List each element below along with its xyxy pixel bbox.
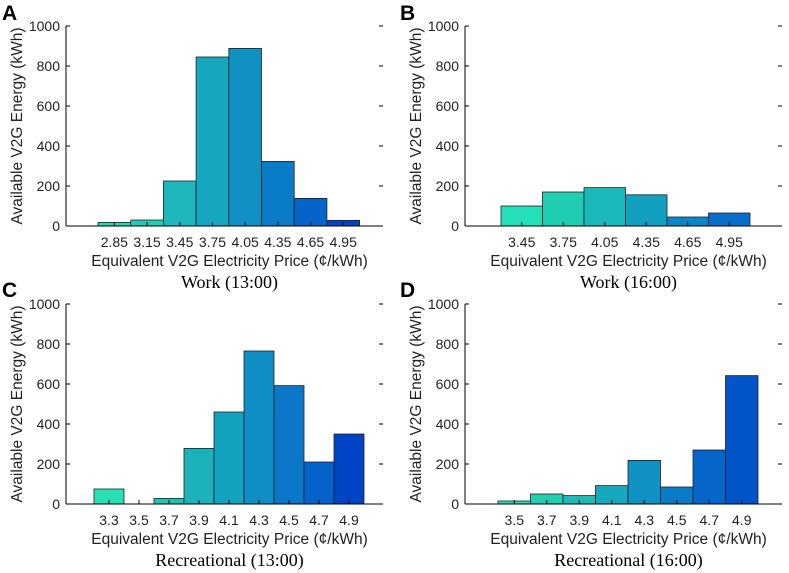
bar-a-6: [293, 197, 328, 227]
x-tick-label-b-4: 4.65: [674, 234, 701, 250]
bar-b-3: [625, 194, 668, 227]
x-tick-label-a-3: 3.75: [199, 234, 226, 250]
panel-label-a: A: [2, 2, 17, 25]
x-tick-label-a-6: 4.65: [297, 234, 324, 250]
bar-b-1: [542, 191, 585, 227]
y-axis-label-b: Available V2G Energy (kWh): [408, 28, 425, 225]
y-tick-label-b-4: 800: [436, 58, 460, 74]
panel-label-b: B: [400, 2, 415, 25]
subplot-title-b: Work (16:00): [580, 272, 677, 293]
y-tick-label-a-0: 0: [52, 218, 60, 234]
subplot-title-a: Work (13:00): [181, 272, 278, 293]
x-tick-label-d-4: 4.3: [635, 512, 655, 528]
bar-c-3: [183, 447, 215, 505]
bar-b-2: [583, 187, 626, 227]
x-tick-label-b-0: 3.45: [508, 234, 535, 250]
y-tick-label-c-4: 800: [37, 336, 61, 352]
x-tick-label-a-0: 2.85: [101, 234, 128, 250]
x-tick-label-a-5: 4.35: [264, 234, 291, 250]
y-tick-label-b-5: 1000: [428, 18, 459, 34]
y-tick-label-a-3: 600: [37, 98, 61, 114]
x-axis-label-c: Equivalent V2G Electricity Price (¢/kWh): [91, 531, 368, 548]
y-tick-label-b-0: 0: [451, 218, 459, 234]
bar-a-3: [195, 56, 230, 227]
x-tick-label-b-3: 4.35: [633, 234, 660, 250]
x-axis-label-d: Equivalent V2G Electricity Price (¢/kWh): [490, 531, 767, 548]
x-axis-label-a: Equivalent V2G Electricity Price (¢/kWh): [91, 253, 368, 270]
y-tick-label-d-0: 0: [451, 496, 459, 512]
y-tick-label-c-1: 200: [37, 456, 61, 472]
x-tick-label-b-5: 4.95: [716, 234, 743, 250]
y-tick-label-c-5: 1000: [29, 296, 60, 312]
y-tick-label-c-3: 600: [37, 376, 61, 392]
x-tick-label-c-6: 4.5: [279, 512, 299, 528]
y-tick-label-a-4: 800: [37, 58, 61, 74]
bar-a-5: [261, 160, 295, 227]
y-tick-label-d-4: 800: [436, 336, 460, 352]
x-tick-label-b-2: 4.05: [591, 234, 618, 250]
bar-d-4: [627, 459, 661, 505]
x-tick-label-b-1: 3.75: [550, 234, 577, 250]
bar-d-6: [692, 449, 726, 505]
x-tick-label-c-2: 3.7: [159, 512, 179, 528]
bar-c-4: [213, 411, 245, 505]
bar-a-4: [228, 48, 262, 227]
x-tick-label-d-1: 3.7: [537, 512, 557, 528]
x-tick-label-d-6: 4.7: [700, 512, 720, 528]
y-tick-label-c-0: 0: [52, 496, 60, 512]
panel-label-d: D: [400, 279, 415, 302]
y-tick-label-d-2: 400: [436, 416, 460, 432]
bar-d-7: [725, 375, 759, 505]
x-tick-label-d-0: 3.5: [505, 512, 525, 528]
y-tick-label-b-2: 400: [436, 138, 460, 154]
x-tick-label-c-7: 4.7: [309, 512, 329, 528]
x-tick-label-d-3: 4.1: [602, 512, 622, 528]
y-tick-label-c-2: 400: [37, 416, 61, 432]
y-tick-label-a-1: 200: [37, 178, 61, 194]
y-axis-label-a: Available V2G Energy (kWh): [9, 28, 26, 225]
bar-c-7: [303, 461, 335, 505]
x-tick-label-c-5: 4.3: [249, 512, 269, 528]
panel-label-c: C: [2, 279, 17, 302]
x-tick-label-d-2: 3.9: [570, 512, 590, 528]
y-tick-label-b-3: 600: [436, 98, 460, 114]
y-axis-label-c: Available V2G Energy (kWh): [9, 306, 26, 503]
x-tick-label-c-8: 4.9: [339, 512, 359, 528]
x-tick-label-a-2: 3.45: [166, 234, 193, 250]
x-axis-label-b: Equivalent V2G Electricity Price (¢/kWh): [490, 253, 767, 270]
y-tick-label-d-1: 200: [436, 456, 460, 472]
bar-c-5: [243, 350, 275, 505]
x-tick-label-d-7: 4.9: [732, 512, 752, 528]
bar-c-8: [333, 433, 365, 505]
x-tick-label-a-7: 4.95: [330, 234, 357, 250]
bar-c-6: [273, 385, 305, 505]
y-axis-label-d: Available V2G Energy (kWh): [408, 306, 425, 503]
y-tick-label-d-3: 600: [436, 376, 460, 392]
x-tick-label-c-1: 3.5: [129, 512, 149, 528]
y-tick-label-a-2: 400: [37, 138, 61, 154]
x-tick-label-c-4: 4.1: [219, 512, 239, 528]
y-tick-label-d-5: 1000: [428, 296, 459, 312]
x-tick-label-a-4: 4.05: [232, 234, 259, 250]
x-tick-label-d-5: 4.5: [667, 512, 687, 528]
x-tick-label-c-3: 3.9: [189, 512, 209, 528]
bar-a-2: [162, 180, 197, 227]
y-tick-label-b-1: 200: [436, 178, 460, 194]
x-tick-label-a-1: 3.15: [133, 234, 160, 250]
x-tick-label-c-0: 3.3: [99, 512, 119, 528]
y-tick-label-a-5: 1000: [29, 18, 60, 34]
subplot-title-c: Recreational (13:00): [155, 550, 303, 571]
subplot-title-d: Recreational (16:00): [554, 550, 702, 571]
